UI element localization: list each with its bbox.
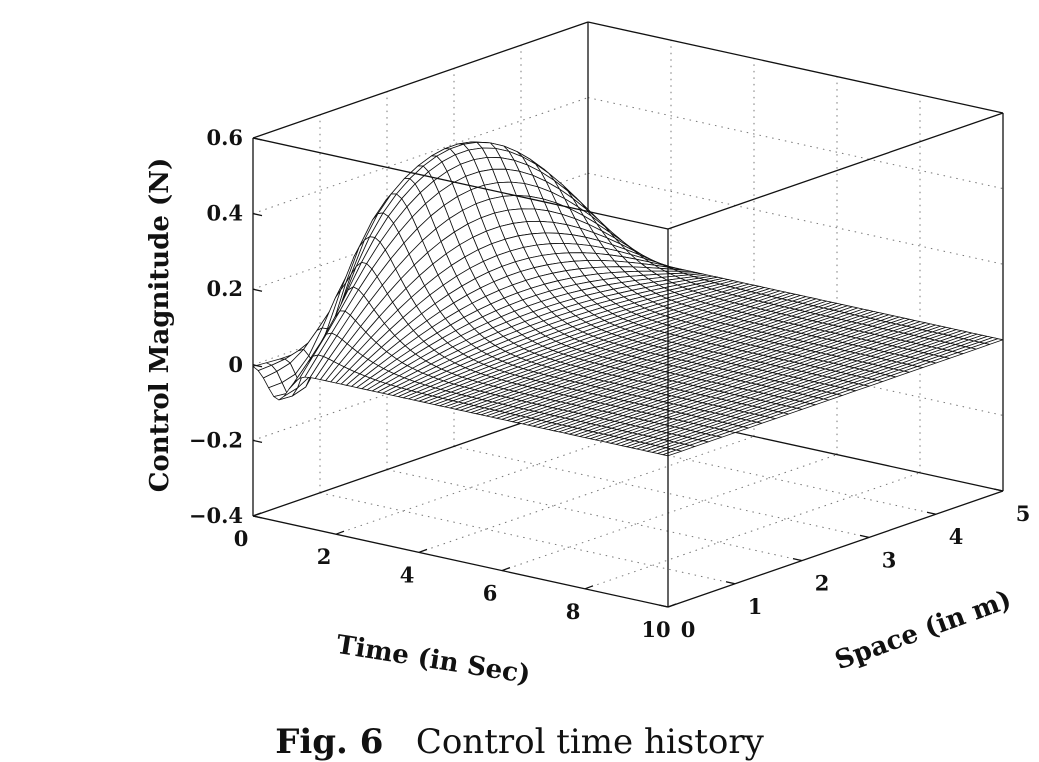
y-tick-label: 4 [949,524,964,549]
box-edge [252,515,669,608]
z-tick-mark [252,137,263,141]
grid-line [252,172,589,290]
x-tick-mark [584,585,594,590]
surface-mesh [252,141,1004,457]
x-tick-label: 8 [566,599,581,624]
caption-label: Fig. 6 [275,722,384,762]
grid-line [453,445,870,538]
z-tick-mark [252,288,263,292]
box-edge [587,21,1004,114]
x-tick-mark [418,548,428,554]
y-tick-mark [725,581,736,585]
z-tick-label: 0.4 [206,201,243,226]
z-tick-mark [252,515,263,519]
x-tick-label: 6 [483,581,498,606]
grid-line [252,323,589,441]
grid-line [501,454,838,572]
grid-line [319,492,736,585]
z-tick-mark [252,212,263,217]
grid-line [584,472,921,590]
grid-line [587,97,1004,190]
x-tick-label: 0 [234,526,249,551]
y-tick-label: 1 [748,594,763,619]
z-axis-label: Control Magnitude (N) [145,158,175,493]
z-tick-label: −0.2 [189,427,243,452]
x-tick-mark [501,566,511,572]
z-tick-mark [252,364,263,368]
x-axis-label: Time (in Sec) [334,630,532,690]
y-tick-mark [993,488,1004,492]
caption-text: Control time history [415,722,764,762]
grid-line [587,172,1004,265]
box-edge [252,137,669,230]
z-tick-label: 0.2 [206,276,243,301]
y-tick-mark [859,534,870,539]
x-tick-mark [667,603,677,608]
x-tick-label: 10 [641,617,670,642]
x-tick-label: 2 [317,544,332,569]
box-edge [252,21,589,139]
x-tick-label: 4 [400,562,415,587]
figure-caption: Fig. 6 Control time history [0,722,1039,762]
z-tick-label: −0.4 [189,503,243,528]
box-edge [667,490,1004,608]
y-tick-mark [792,557,803,562]
grid-line [335,417,672,535]
y-tick-mark [926,511,937,515]
z-tick-label: 0 [228,352,243,377]
grid-line [386,469,803,562]
z-tick-label: 0.6 [206,125,243,150]
x-tick-mark [252,512,262,517]
y-tick-label: 5 [1016,501,1031,526]
box-edge [667,112,1004,230]
y-tick-label: 2 [815,571,830,596]
grid-line [252,97,589,215]
y-tick-mark [658,604,669,608]
z-tick-mark [252,439,263,444]
y-tick-label: 0 [681,617,696,642]
axes-box-front [252,112,1004,608]
grid-line [418,435,755,553]
y-tick-label: 3 [882,547,897,572]
x-tick-mark [335,530,345,535]
y-axis-label: Space (in m) [831,585,1015,677]
tick-labels: −0.4 −0.2 0 0.2 0.4 0.6 0 2 4 6 8 10 0 1 2 3 4 5 [189,125,1030,642]
